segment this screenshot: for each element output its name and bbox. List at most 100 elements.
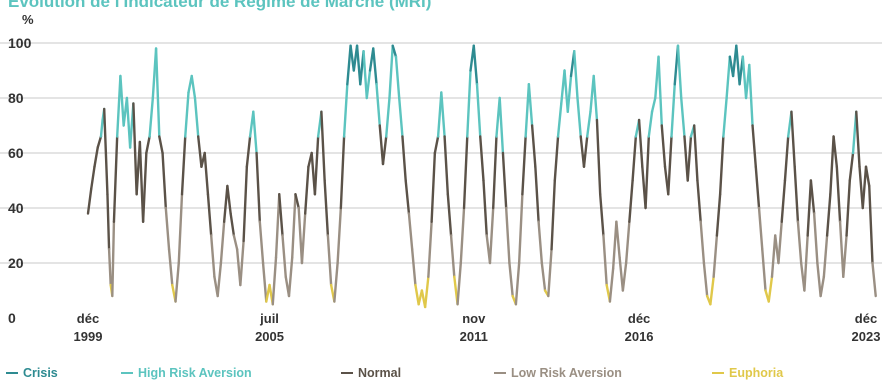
series-segment (112, 135, 119, 223)
series-segment (184, 91, 190, 138)
series-segment (667, 135, 673, 196)
series-segment (790, 110, 796, 168)
series-segment (291, 193, 297, 259)
series-segment (107, 248, 112, 287)
series-segment (119, 74, 125, 127)
series-segment (702, 261, 709, 298)
series-segment (472, 44, 479, 86)
series-segment (504, 206, 511, 265)
legend-swatch (121, 371, 133, 374)
series-segment (394, 55, 401, 100)
series-segment (835, 165, 842, 223)
series-segment (180, 135, 187, 196)
series-segment (748, 63, 754, 127)
series-segment (475, 83, 482, 138)
series-segment (796, 220, 803, 265)
x-tick-label-year: 2016 (625, 329, 654, 344)
series-segment (524, 83, 531, 138)
series-segment (433, 135, 440, 155)
series-segment (388, 44, 394, 100)
legend-swatch (6, 371, 18, 374)
series-segment (735, 44, 741, 86)
series-segment (252, 110, 258, 155)
legend-label: Crisis (23, 366, 58, 380)
series-segment (446, 193, 453, 237)
series-segment (812, 212, 819, 265)
series-segment (278, 193, 284, 237)
series-segment (780, 179, 787, 223)
series-segment (443, 135, 450, 196)
series-segment (777, 220, 783, 265)
series-segment (190, 74, 197, 100)
series-segment (842, 234, 848, 278)
series-segment (93, 146, 99, 168)
series-segment (611, 220, 618, 270)
series-segment (167, 248, 174, 287)
series-segment (757, 206, 764, 251)
series-segment (161, 151, 168, 210)
series-segment (725, 55, 732, 100)
series-segment (106, 193, 111, 251)
series-segment (158, 135, 164, 155)
series-segment (864, 165, 871, 188)
series-segment (628, 179, 634, 223)
series-segment (239, 239, 245, 287)
series-segment (825, 193, 832, 237)
legend-item-euphoria: Euphoria (712, 366, 783, 380)
series-segment (556, 102, 563, 138)
series-segment (832, 135, 839, 168)
series-segment (226, 184, 232, 215)
series-segment (783, 135, 790, 182)
series-segment (459, 206, 466, 265)
series-segment (530, 124, 537, 168)
series-segment (566, 74, 573, 113)
series-segment (809, 179, 816, 215)
series-segment (141, 151, 148, 223)
legend-item-low-risk-aversion: Low Risk Aversion (494, 366, 622, 380)
legend-swatch (494, 371, 506, 374)
series-segment (816, 261, 822, 298)
series-segment (339, 135, 346, 210)
series-segment (274, 193, 281, 259)
series-segment (608, 267, 615, 303)
series-segment (624, 220, 631, 265)
y-tick-label: 60 (8, 145, 24, 161)
y-tick-label: 100 (8, 35, 32, 51)
series-segment (631, 135, 638, 182)
series-segment (498, 96, 505, 155)
series-segment (242, 165, 249, 243)
series-segment (647, 110, 654, 138)
series-segment (670, 83, 676, 138)
series-segment (261, 261, 268, 303)
y-tick-label: 80 (8, 90, 24, 106)
series-segment (527, 83, 534, 127)
series-segment (657, 55, 663, 127)
series-segment (378, 124, 385, 166)
series-segment (466, 69, 472, 138)
series-segment (829, 135, 835, 196)
series-segment (326, 234, 333, 287)
series-segment (174, 261, 180, 303)
legend-item-normal: Normal (341, 366, 401, 380)
series-segment (803, 234, 809, 292)
series-segment (320, 110, 326, 182)
series-segment (177, 193, 184, 265)
series-segment (855, 110, 861, 168)
legend-swatch (341, 371, 353, 374)
series-segment (819, 275, 826, 298)
series-segment (271, 256, 278, 306)
series-segment (203, 151, 210, 196)
series-segment (287, 256, 294, 298)
series-segment (132, 102, 138, 196)
legend-item-high-risk-aversion: High Risk Aversion (121, 366, 252, 380)
series-segment (410, 248, 417, 287)
series-segment (401, 135, 407, 182)
series-segment (488, 206, 495, 265)
series-segment (573, 50, 579, 100)
series-segment (255, 151, 262, 223)
series-segment (501, 151, 508, 210)
legend-label: High Risk Aversion (138, 366, 252, 380)
series-segment (222, 184, 229, 223)
series-segment (806, 179, 813, 237)
series-segment (508, 261, 514, 298)
